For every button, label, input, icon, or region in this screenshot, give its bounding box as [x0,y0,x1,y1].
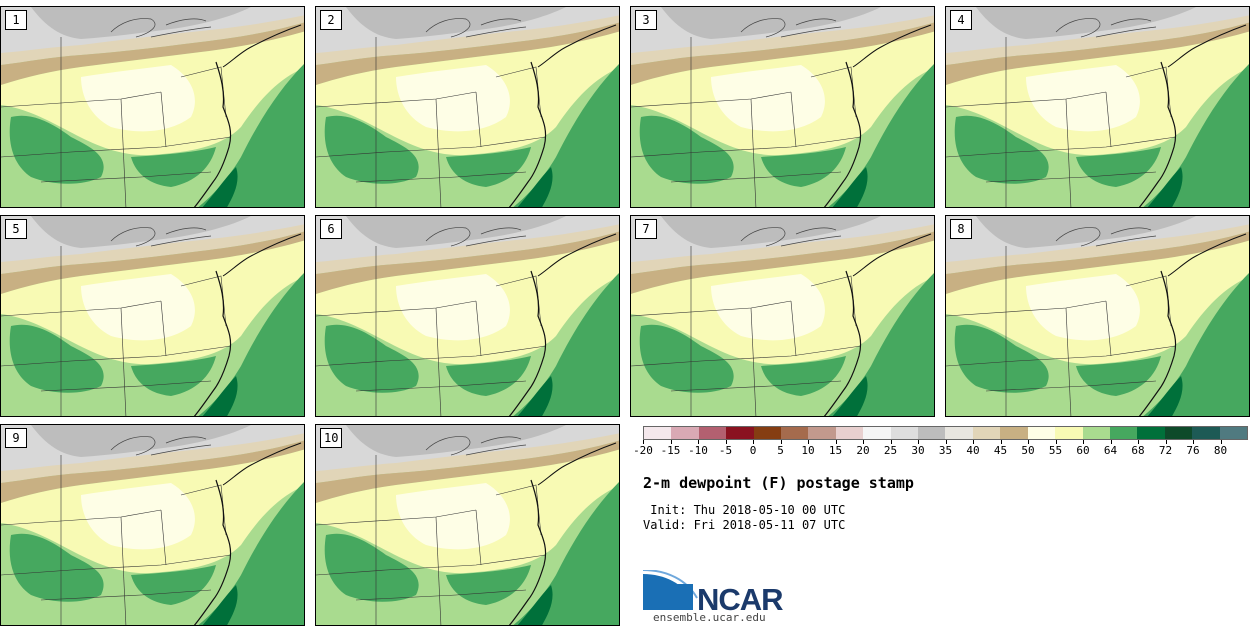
colorbar-tick-label: -10 [688,444,708,457]
init-time: Init: Thu 2018-05-10 00 UTC [643,503,846,517]
member-panel-1: 1 [0,6,305,208]
panel-label: 1 [5,10,27,30]
colorbar-tick-label: 10 [801,444,815,457]
colorbar-tick-mark [753,440,754,444]
colorbar-tick-label: 30 [911,444,925,457]
member-panel-7: 7 [630,215,935,417]
panel-label: 9 [5,428,27,448]
colorbar-tick-label: 25 [883,444,898,457]
colorbar-tick-mark [1000,440,1002,444]
colorbar-swatch [753,427,782,439]
colorbar-swatch [1000,427,1028,439]
colorbar-tick-label: 5 [777,444,784,457]
colorbar-tick-mark [808,440,809,444]
colorbar-tick-label: 50 [1021,444,1035,457]
colorbar-tick-mark [890,440,892,444]
colorbar-tick-mark [1083,440,1084,444]
colorbar-tick-mark [918,440,919,444]
colorbar-swatch [1055,427,1083,439]
colorbar-tick-label: 68 [1131,444,1145,457]
colorbar-tick-label: -15 [660,444,681,457]
colorbar-tick-label: 45 [993,444,1008,457]
member-panel-2: 2 [315,6,620,208]
panel-label: 7 [635,219,657,239]
ncar-logo [643,570,698,610]
member-panel-9: 9 [0,424,305,626]
colorbar-swatch [1109,427,1138,439]
colorbar-tick-label: 55 [1048,444,1063,457]
panel-label: 6 [320,219,342,239]
colorbar-tick-mark [725,440,727,444]
ncar-logo-text: NCAR [697,582,784,617]
valid-time: Valid: Fri 2018-05-11 07 UTC [643,518,846,532]
colorbar-tick-labels: -20 -15 -10 -5 0 5 10 15 20 25 30 35 40 45 50 55 60 64 68 7… [633,444,1248,460]
colorbar-swatch [863,427,891,439]
panel-label: 4 [950,10,972,30]
colorbar-tick-label: 60 [1076,444,1090,457]
colorbar-swatch [1192,427,1220,439]
colorbar-tick-label: 40 [966,444,980,457]
colorbar-swatch [698,427,727,439]
colorbar-tick-mark [643,440,644,444]
colorbar-tick-label: 72 [1158,444,1173,457]
colorbar-tick-mark [1138,440,1139,444]
colorbar-tick-mark [1028,440,1029,444]
colorbar-tick-mark [1220,440,1222,444]
member-panel-3: 3 [630,6,935,208]
site-url: ensemble.ucar.edu [653,611,766,624]
colorbar-tick-mark [1110,440,1112,444]
colorbar-swatch [1219,427,1247,439]
member-panel-4: 4 [945,6,1250,208]
panel-label: 10 [320,428,343,448]
colorbar-tick-label: 64 [1103,444,1118,457]
colorbar-swatch [671,427,699,439]
colorbar-tick-label: -5 [718,444,733,457]
colorbar-swatch [808,427,836,439]
colorbar-tick-label: 35 [938,444,953,457]
colorbar-swatch [945,427,973,439]
colorbar-tick-label: 0 [749,444,757,457]
member-panel-10: 10 [315,424,620,626]
colorbar-tick-mark [973,440,974,444]
colorbar-swatch [726,427,754,439]
member-panel-6: 6 [315,215,620,417]
colorbar-swatch [1082,427,1110,439]
colorbar-swatch [1164,427,1193,439]
colorbar-tick-mark [945,440,947,444]
colorbar-tick-label: 15 [828,444,843,457]
colorbar-tick-mark [670,440,672,444]
colorbar-tick-marks [643,440,1248,444]
colorbar-swatch [1137,427,1165,439]
panel-label: 5 [5,219,27,239]
panel-label: 8 [950,219,972,239]
colorbar-swatch [890,427,919,439]
colorbar-tick-label: -20 [633,444,653,457]
colorbar-tick-label: 20 [856,444,870,457]
colorbar-swatch [918,427,946,439]
colorbar-tick-mark [1165,440,1167,444]
page-title: 2-m dewpoint (F) postage stamp [643,474,914,492]
colorbar-swatch [1027,427,1056,439]
colorbar-tick-label: 80 [1213,444,1228,457]
colorbar-tick-mark [698,440,699,444]
member-panel-8: 8 [945,215,1250,417]
panel-label: 3 [635,10,657,30]
colorbar-tick-label: 76 [1186,444,1200,457]
colorbar-tick-mark [1193,440,1194,444]
panel-label: 2 [320,10,342,30]
colorbar [643,426,1248,440]
colorbar-swatch [781,427,809,439]
colorbar-tick-mark [835,440,837,444]
colorbar-tick-mark [863,440,864,444]
colorbar-swatch [644,427,672,439]
member-panel-5: 5 [0,215,305,417]
colorbar-tick-mark [780,440,782,444]
colorbar-swatch [972,427,1001,439]
colorbar-tick-mark [1055,440,1057,444]
colorbar-swatch [835,427,864,439]
